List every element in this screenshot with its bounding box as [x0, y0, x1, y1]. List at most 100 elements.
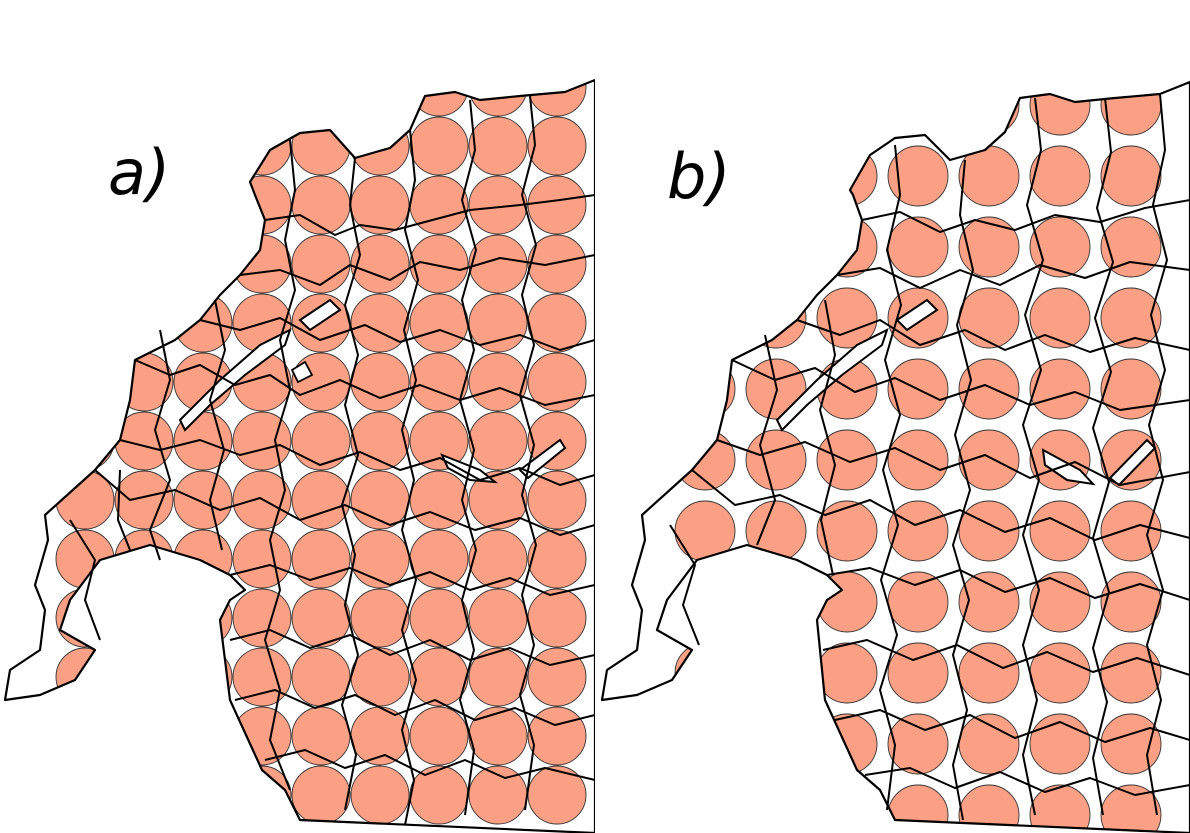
grid-circle — [114, 470, 174, 530]
grid-circle — [173, 765, 233, 825]
grid-circle — [745, 216, 807, 278]
grid-circle — [55, 706, 115, 766]
grid-circle — [816, 784, 878, 833]
grid-circle — [1100, 713, 1162, 775]
grid-circle — [55, 234, 115, 294]
grid-circle — [173, 175, 233, 235]
grid-circle — [816, 216, 878, 278]
grid-circle — [409, 411, 469, 471]
grid-circle — [674, 713, 736, 775]
grid-circle — [350, 765, 410, 825]
grid-circle — [887, 713, 949, 775]
grid-circle — [409, 706, 469, 766]
grid-circle — [1029, 216, 1091, 278]
grid-circle — [55, 175, 115, 235]
grid-circle — [55, 293, 115, 353]
grid-circle — [114, 588, 174, 648]
grid-circle — [409, 352, 469, 412]
grid-circle — [887, 82, 949, 136]
grid-circle — [1029, 571, 1091, 633]
grid-circle — [1100, 287, 1162, 349]
grid-circle — [816, 500, 878, 562]
grid-circle — [291, 175, 351, 235]
grid-circle — [674, 358, 736, 420]
grid-circle — [468, 116, 528, 176]
grid-circle — [745, 145, 807, 207]
grid-circle — [409, 175, 469, 235]
grid-circle — [527, 529, 587, 589]
grid-circle — [674, 216, 736, 278]
grid-circle — [468, 234, 528, 294]
grid-circle — [1029, 287, 1091, 349]
grid-circle — [745, 784, 807, 833]
grid-circle — [55, 765, 115, 825]
grid-circle — [173, 116, 233, 176]
grid-circle — [527, 116, 587, 176]
grid-circle — [1029, 642, 1091, 704]
grid-circle — [745, 713, 807, 775]
grid-circle — [958, 429, 1020, 491]
grid-circle — [291, 470, 351, 530]
grid-circle — [291, 647, 351, 707]
grid-circle — [468, 80, 528, 117]
grid-circle — [527, 175, 587, 235]
grid-circle — [468, 411, 528, 471]
grid-circle — [674, 287, 736, 349]
grid-circle — [816, 145, 878, 207]
grid-circle — [468, 352, 528, 412]
grid-circle — [958, 571, 1020, 633]
grid-circle — [291, 352, 351, 412]
grid-circle — [674, 82, 736, 136]
grid-circle — [527, 293, 587, 353]
grid-circle — [745, 429, 807, 491]
grid-circle — [745, 500, 807, 562]
grid-circle — [1100, 358, 1162, 420]
grid-circle — [745, 571, 807, 633]
grid-circle — [745, 642, 807, 704]
grid-circle — [409, 116, 469, 176]
grid-circle — [114, 234, 174, 294]
grid-circle — [350, 588, 410, 648]
grid-circle — [674, 642, 736, 704]
panel-a: a) — [3, 78, 595, 833]
grid-circle — [527, 470, 587, 530]
grid-circle — [958, 287, 1020, 349]
grid-circle — [958, 713, 1020, 775]
grid-circle — [114, 706, 174, 766]
grid-circle — [1100, 82, 1162, 136]
grid-circle — [409, 293, 469, 353]
panel-label-a: a) — [108, 136, 171, 209]
borders-layer-a — [3, 78, 595, 833]
grid-circle — [291, 116, 351, 176]
grid-circle — [527, 352, 587, 412]
grid-circle — [887, 145, 949, 207]
grid-circle — [114, 293, 174, 353]
grid-circle — [114, 529, 174, 589]
grid-circle — [816, 82, 878, 136]
grid-circle — [409, 470, 469, 530]
grid-circle — [291, 80, 351, 117]
grid-circle — [173, 706, 233, 766]
grid-circle — [887, 500, 949, 562]
grid-circle — [55, 116, 115, 176]
grid-circle — [1029, 500, 1091, 562]
grid-circle — [232, 411, 292, 471]
grid-circle — [887, 571, 949, 633]
grid-circle — [1100, 571, 1162, 633]
grid-circle — [173, 470, 233, 530]
grid-circle — [468, 529, 528, 589]
grid-circle — [1029, 145, 1091, 207]
grid-circle — [409, 765, 469, 825]
grid-circle — [173, 80, 233, 117]
grid-circle — [1100, 145, 1162, 207]
circles-layer-b — [674, 82, 1162, 833]
panel-b: b) — [595, 0, 1190, 833]
grid-circle — [1100, 642, 1162, 704]
grid-circle — [114, 80, 174, 117]
grid-circle — [468, 588, 528, 648]
grid-circle — [55, 411, 115, 471]
grid-circle — [816, 713, 878, 775]
grid-circle — [745, 82, 807, 136]
grid-circle — [291, 529, 351, 589]
grid-circle — [816, 642, 878, 704]
